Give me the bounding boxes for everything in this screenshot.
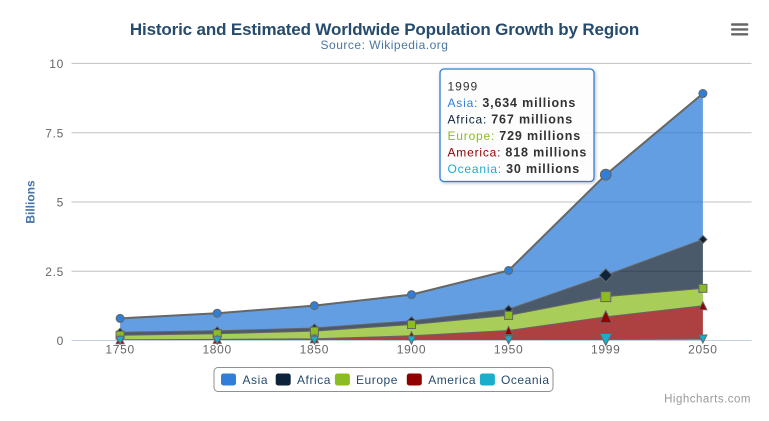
svg-text:1950: 1950 [494, 343, 524, 357]
svg-text:1750: 1750 [105, 343, 135, 357]
svg-text:5: 5 [57, 196, 64, 210]
svg-text:Asia: Asia [243, 373, 269, 387]
svg-text:Asia: 3,634 millions: Asia: 3,634 millions [448, 96, 577, 110]
svg-text:1999: 1999 [448, 79, 479, 93]
svg-text:1800: 1800 [202, 343, 232, 357]
svg-text:America: 818 millions: America: 818 millions [448, 146, 588, 160]
svg-text:Historic and Estimated Worldwi: Historic and Estimated Worldwide Populat… [130, 20, 639, 39]
svg-text:1850: 1850 [300, 343, 330, 357]
svg-text:Highcharts.com: Highcharts.com [664, 393, 751, 405]
svg-text:America: America [428, 373, 476, 387]
svg-text:Africa: 767 millions: Africa: 767 millions [448, 113, 574, 127]
svg-text:Europe: 729 millions: Europe: 729 millions [448, 129, 582, 143]
svg-text:Billions: Billions [24, 180, 38, 224]
svg-text:1900: 1900 [397, 343, 427, 357]
svg-text:Oceania: Oceania [501, 373, 550, 387]
svg-text:2050: 2050 [688, 343, 718, 357]
svg-text:7.5: 7.5 [45, 126, 64, 140]
svg-text:1999: 1999 [591, 343, 621, 357]
svg-text:Europe: Europe [356, 373, 398, 387]
svg-text:Source: Wikipedia.org: Source: Wikipedia.org [321, 38, 449, 52]
svg-text:0: 0 [57, 334, 64, 348]
svg-text:2.5: 2.5 [45, 265, 64, 279]
svg-text:10: 10 [49, 57, 64, 71]
svg-text:Africa: Africa [297, 373, 331, 387]
svg-text:Oceania: 30 millions: Oceania: 30 millions [448, 162, 581, 176]
